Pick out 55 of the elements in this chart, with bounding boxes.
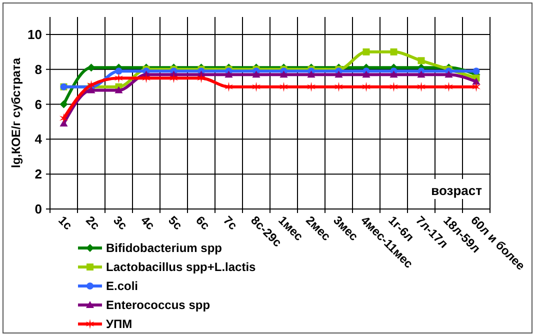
point bbox=[142, 73, 151, 84]
x-tick-label: 4с bbox=[138, 213, 158, 233]
point bbox=[362, 70, 370, 78]
y-tick-label: 2 bbox=[34, 166, 42, 182]
x-tick-label: 2с bbox=[83, 213, 103, 233]
point bbox=[472, 68, 480, 75]
point bbox=[390, 48, 398, 56]
y-tick-label: 0 bbox=[34, 202, 42, 217]
point bbox=[169, 73, 178, 84]
point bbox=[444, 70, 453, 78]
point bbox=[279, 82, 288, 92]
legend-label: Enterococcus spp bbox=[106, 298, 210, 312]
x-tick-label: 6с bbox=[193, 213, 213, 233]
point bbox=[196, 73, 206, 84]
y-tick-label: 6 bbox=[34, 96, 42, 112]
point bbox=[252, 70, 260, 78]
point bbox=[390, 70, 398, 78]
point bbox=[306, 82, 316, 92]
y-tick-label: 4 bbox=[34, 132, 43, 147]
legend-label: E.coli bbox=[106, 279, 138, 294]
point bbox=[87, 86, 96, 94]
point bbox=[60, 119, 68, 126]
point bbox=[334, 82, 344, 92]
legend-label: Lactobacillus spp+L.lactis bbox=[106, 260, 256, 274]
point bbox=[418, 57, 425, 64]
point bbox=[334, 70, 343, 78]
x-tick-label: 5с bbox=[166, 213, 186, 233]
point bbox=[224, 70, 233, 78]
point bbox=[389, 82, 398, 92]
y-tick-label: 8 bbox=[34, 62, 42, 77]
point bbox=[416, 82, 426, 92]
point bbox=[362, 82, 371, 92]
point bbox=[114, 86, 123, 94]
point bbox=[60, 100, 68, 108]
point bbox=[444, 82, 454, 92]
point bbox=[224, 82, 234, 92]
x-tick-label: 7с bbox=[220, 213, 240, 233]
y-tick-label: 10 bbox=[28, 27, 42, 42]
legend-label: Bifidobacterium spp bbox=[106, 241, 222, 256]
legend-label: УПМ bbox=[106, 317, 132, 332]
point bbox=[472, 82, 481, 92]
point bbox=[307, 70, 316, 78]
point bbox=[86, 80, 96, 90]
point bbox=[472, 78, 480, 85]
point bbox=[114, 73, 124, 84]
y-axis-title: lg,КОЕ/г субстрата bbox=[9, 58, 23, 168]
point bbox=[417, 70, 426, 78]
point bbox=[115, 68, 122, 75]
point bbox=[59, 113, 68, 124]
x-tick-label: 3с bbox=[110, 213, 130, 233]
point bbox=[252, 82, 261, 92]
point bbox=[280, 70, 288, 78]
x-axis-title: возраст bbox=[431, 183, 482, 198]
x-tick-label: 1с bbox=[56, 213, 76, 233]
point bbox=[362, 48, 370, 56]
